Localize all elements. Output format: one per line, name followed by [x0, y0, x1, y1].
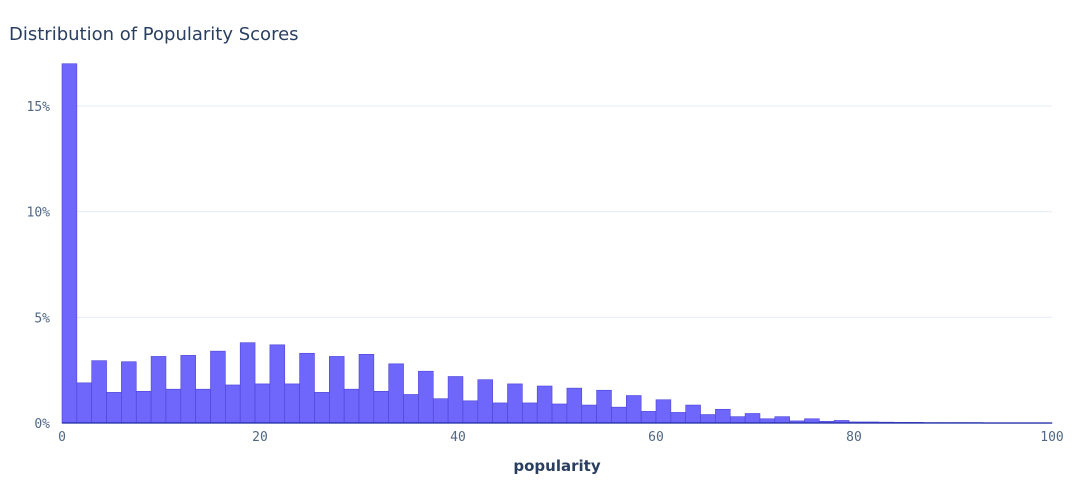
histogram-bar — [447, 376, 464, 424]
gridlines — [62, 105, 1052, 318]
histogram-bar — [492, 402, 508, 424]
histogram-bar — [195, 388, 211, 424]
histogram-bar — [611, 406, 627, 424]
chart-title: Distribution of Popularity Scores — [9, 24, 299, 45]
histogram-bar — [343, 388, 360, 424]
histogram-bar — [522, 402, 538, 424]
y-tick-label: 0% — [34, 417, 50, 432]
histogram-bar — [76, 382, 92, 424]
histogram-bar — [774, 416, 790, 424]
histogram-bar — [804, 418, 820, 424]
histogram-bar — [536, 385, 553, 424]
histogram-bar — [729, 416, 746, 424]
histogram-bar — [432, 398, 449, 424]
histogram-bar — [700, 414, 716, 424]
histogram-bar — [403, 394, 419, 424]
histogram-bar — [715, 408, 731, 424]
histogram-bar — [150, 356, 167, 424]
histogram-bar — [640, 411, 657, 424]
histogram-bar — [596, 389, 612, 424]
histogram-bar — [106, 392, 122, 424]
histogram-bar — [418, 370, 434, 424]
x-tick-label: 0 — [58, 430, 66, 445]
axes: 0% 5% 10% 15% 0 20 40 60 80 100 — [27, 100, 1064, 445]
histogram-bar — [744, 413, 761, 424]
histogram-bar — [507, 383, 523, 424]
histogram-bar — [254, 383, 271, 424]
histogram-bar — [625, 395, 642, 424]
histogram-bar — [314, 392, 330, 424]
y-tick-label: 15% — [27, 100, 51, 115]
histogram-bar — [566, 387, 583, 424]
y-tick-label: 5% — [34, 311, 50, 326]
histogram-bar — [388, 363, 404, 424]
histogram-bar — [358, 354, 375, 424]
x-tick-label: 80 — [846, 430, 862, 445]
histogram-bar — [61, 63, 78, 424]
histogram-bar — [284, 383, 300, 424]
histogram-bar — [655, 399, 672, 424]
histogram-bar — [165, 388, 182, 424]
histogram-bar — [299, 352, 315, 424]
histogram-bar — [551, 403, 568, 424]
x-tick-label: 100 — [1040, 430, 1063, 445]
histogram-bar — [180, 355, 196, 424]
histogram-bar — [685, 404, 701, 424]
histogram-bar — [269, 344, 286, 424]
histogram-bar — [210, 350, 226, 424]
histogram-bar — [121, 361, 137, 424]
histogram-bar — [328, 356, 345, 424]
histogram-bar — [670, 412, 686, 424]
x-axis-title: popularity — [513, 457, 600, 475]
histogram-bar — [239, 342, 256, 424]
y-tick-label: 10% — [27, 206, 51, 221]
histogram-bar — [462, 400, 479, 424]
histogram-bar — [759, 418, 776, 424]
histogram-bar — [225, 384, 241, 424]
bars — [61, 63, 1053, 424]
x-tick-label: 60 — [648, 430, 664, 445]
x-tick-label: 20 — [252, 430, 268, 445]
histogram-bar — [477, 379, 493, 424]
histogram-bar — [373, 390, 390, 424]
histogram-bar — [135, 390, 152, 424]
histogram-bar — [91, 360, 107, 424]
histogram-bar — [581, 404, 597, 424]
x-tick-label: 40 — [450, 430, 466, 445]
